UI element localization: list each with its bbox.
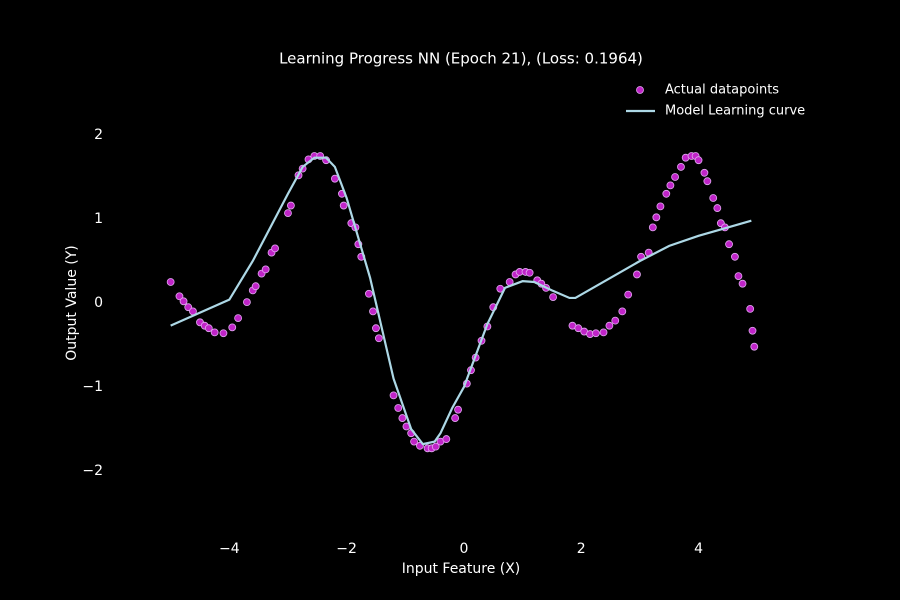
data-point xyxy=(694,156,703,165)
data-point xyxy=(369,307,377,316)
data-point xyxy=(179,297,188,306)
data-point xyxy=(389,391,398,400)
data-point xyxy=(219,329,228,338)
data-point xyxy=(666,181,675,190)
data-point xyxy=(431,442,440,451)
data-point xyxy=(374,334,383,343)
data-point xyxy=(703,177,712,186)
data-point xyxy=(204,324,213,333)
data-point xyxy=(611,316,620,325)
data-point xyxy=(410,437,418,446)
data-point xyxy=(750,342,759,351)
data-point xyxy=(656,202,665,211)
data-point xyxy=(365,289,373,298)
y-tick-label: −2 xyxy=(82,463,103,479)
data-point xyxy=(725,240,733,249)
x-tick-label: 4 xyxy=(694,541,703,557)
legend-label: Model Learning curve xyxy=(665,104,805,119)
data-point xyxy=(394,404,403,412)
data-point xyxy=(734,272,743,281)
y-tick-label: 1 xyxy=(94,211,103,227)
data-point xyxy=(451,414,460,422)
data-point xyxy=(234,314,243,323)
data-point xyxy=(713,204,722,212)
data-point xyxy=(599,328,608,337)
data-point xyxy=(175,292,184,301)
legend-marker xyxy=(636,86,644,94)
y-tick-label: 0 xyxy=(94,295,103,311)
data-point xyxy=(286,201,295,210)
data-point xyxy=(592,329,600,338)
x-tick-label: 2 xyxy=(577,541,586,557)
data-point xyxy=(261,265,270,274)
data-point xyxy=(271,244,279,253)
data-point xyxy=(618,307,627,316)
data-point xyxy=(709,194,718,202)
data-point xyxy=(652,213,661,222)
data-point xyxy=(339,201,348,210)
chart-title: Learning Progress NN (Epoch 21), (Loss: … xyxy=(279,50,643,68)
data-point xyxy=(605,321,614,330)
learning-curve xyxy=(170,156,752,446)
data-point xyxy=(398,414,407,422)
data-point xyxy=(662,189,671,198)
data-point xyxy=(731,252,739,261)
data-point xyxy=(748,326,757,335)
data-point xyxy=(372,324,380,333)
x-tick-label: −4 xyxy=(219,541,240,557)
data-point xyxy=(228,323,237,332)
x-axis-label: Input Feature (X) xyxy=(402,561,521,577)
data-point xyxy=(210,328,219,337)
data-point xyxy=(624,290,633,299)
data-point xyxy=(648,223,657,232)
data-point xyxy=(677,163,685,171)
data-point xyxy=(454,405,462,414)
y-tick-label: 2 xyxy=(94,127,103,143)
x-tick-label: 0 xyxy=(459,541,468,557)
data-point xyxy=(251,282,260,291)
y-axis-label: Output Value (Y) xyxy=(64,245,80,360)
data-point xyxy=(700,168,709,177)
data-point xyxy=(574,324,583,333)
data-point xyxy=(525,268,534,277)
data-point xyxy=(746,304,755,313)
data-point xyxy=(738,279,747,288)
legend-label: Actual datapoints xyxy=(665,83,779,98)
data-point xyxy=(671,173,679,181)
data-point xyxy=(284,209,292,218)
data-point xyxy=(243,298,251,307)
data-point xyxy=(166,278,175,286)
y-tick-label: −1 xyxy=(82,379,103,395)
data-point xyxy=(633,270,641,279)
x-tick-label: −2 xyxy=(336,541,357,557)
data-point xyxy=(442,435,451,443)
data-point xyxy=(549,293,557,302)
